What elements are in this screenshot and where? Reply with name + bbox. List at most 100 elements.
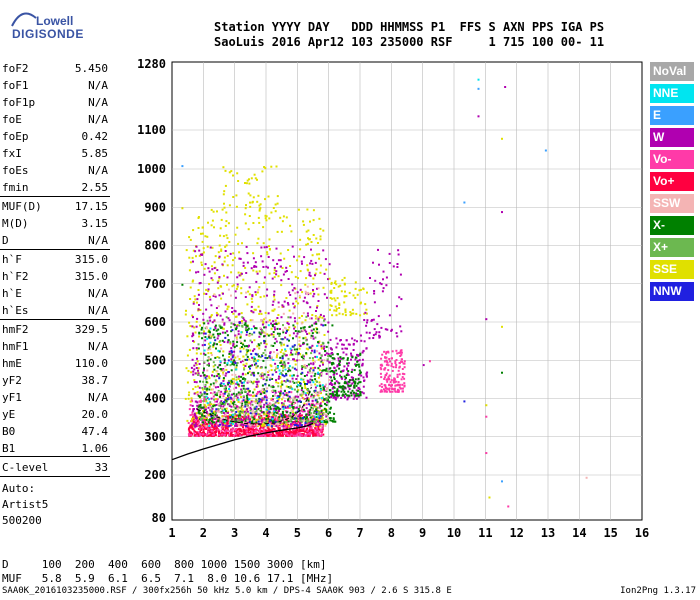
echo-point: [488, 496, 491, 499]
echo-point: [213, 433, 215, 436]
echo-point: [215, 425, 218, 428]
echo-point: [208, 422, 211, 425]
echo-point: [296, 291, 299, 294]
echo-point: [241, 410, 244, 413]
echo-point: [192, 347, 195, 350]
echo-point: [237, 383, 240, 386]
echo-point: [396, 384, 399, 387]
echo-point: [223, 408, 226, 411]
echo-point: [250, 297, 253, 300]
echo-point: [385, 387, 387, 390]
echo-point: [211, 279, 214, 282]
echo-point: [272, 359, 275, 361]
echo-point: [249, 201, 251, 204]
echo-point: [238, 375, 240, 378]
echo-point: [229, 418, 231, 421]
echo-point: [307, 399, 310, 402]
echo-point: [250, 353, 253, 356]
echo-point: [213, 416, 216, 419]
echo-point: [198, 412, 201, 415]
echo-point: [300, 414, 303, 417]
echo-point: [322, 315, 325, 318]
echo-point: [310, 336, 312, 339]
echo-point: [232, 397, 235, 400]
echo-point: [270, 165, 273, 168]
echo-point: [207, 406, 210, 409]
echo-point: [321, 423, 324, 426]
echo-point: [294, 363, 297, 366]
echo-point: [350, 352, 352, 355]
echo-point: [285, 432, 288, 435]
echo-point: [342, 385, 345, 388]
echo-point: [199, 406, 202, 409]
echo-point: [283, 419, 286, 422]
echo-point: [203, 398, 206, 400]
legend-item: Vo+: [650, 172, 694, 191]
param-value: 315.0: [74, 270, 108, 283]
echo-point: [280, 338, 283, 340]
echo-point: [240, 408, 243, 411]
echo-point: [308, 411, 311, 414]
echo-point: [218, 375, 221, 378]
echo-point: [312, 407, 314, 410]
echo-point: [322, 229, 325, 232]
echo-point: [248, 182, 251, 185]
echo-point: [200, 332, 203, 335]
param-separator: [0, 476, 110, 477]
echo-point: [190, 431, 193, 434]
echo-point: [314, 272, 317, 275]
echo-point: [325, 413, 328, 416]
echo-point: [227, 410, 230, 413]
echo-point: [386, 387, 389, 390]
echo-point: [340, 397, 343, 399]
echo-point: [215, 329, 218, 332]
echo-point: [285, 332, 287, 334]
echo-point: [271, 428, 274, 431]
auto-artist: Artist5: [2, 498, 49, 511]
echo-point: [378, 331, 381, 334]
echo-point: [234, 334, 237, 337]
echo-point: [335, 393, 337, 396]
echo-point: [403, 366, 406, 369]
echo-point: [274, 420, 277, 423]
echo-point: [202, 251, 205, 254]
echo-point: [218, 432, 220, 435]
echo-point: [322, 409, 325, 412]
echo-point: [235, 325, 238, 328]
echo-point: [243, 415, 246, 418]
echo-point: [255, 327, 258, 330]
echo-point: [310, 406, 313, 409]
echo-point: [344, 396, 346, 399]
echo-point: [211, 417, 214, 420]
echo-point: [243, 345, 246, 348]
echo-point: [360, 374, 363, 377]
echo-point: [361, 364, 364, 367]
echo-point: [288, 425, 290, 428]
echo-point: [206, 348, 209, 351]
echo-point: [292, 433, 295, 436]
echo-point: [251, 395, 254, 398]
echo-point: [254, 430, 257, 433]
echo-point: [283, 389, 286, 392]
echo-point: [197, 343, 200, 346]
echo-point: [217, 419, 220, 422]
echo-point: [310, 402, 313, 405]
echo-point: [307, 371, 309, 374]
echo-point: [240, 406, 243, 409]
echo-point: [314, 330, 317, 333]
echo-point: [261, 323, 264, 326]
param-value: 20.0: [81, 408, 109, 421]
echo-point: [238, 358, 241, 360]
echo-point: [389, 360, 391, 363]
echo-point: [289, 316, 292, 319]
echo-point: [209, 383, 212, 386]
echo-point: [242, 426, 244, 429]
echo-point: [359, 372, 361, 375]
echo-point: [357, 387, 360, 390]
echo-point: [197, 385, 200, 388]
echo-point: [252, 311, 255, 314]
echo-point: [309, 408, 312, 411]
echo-point: [237, 421, 239, 424]
echo-point: [400, 351, 403, 354]
